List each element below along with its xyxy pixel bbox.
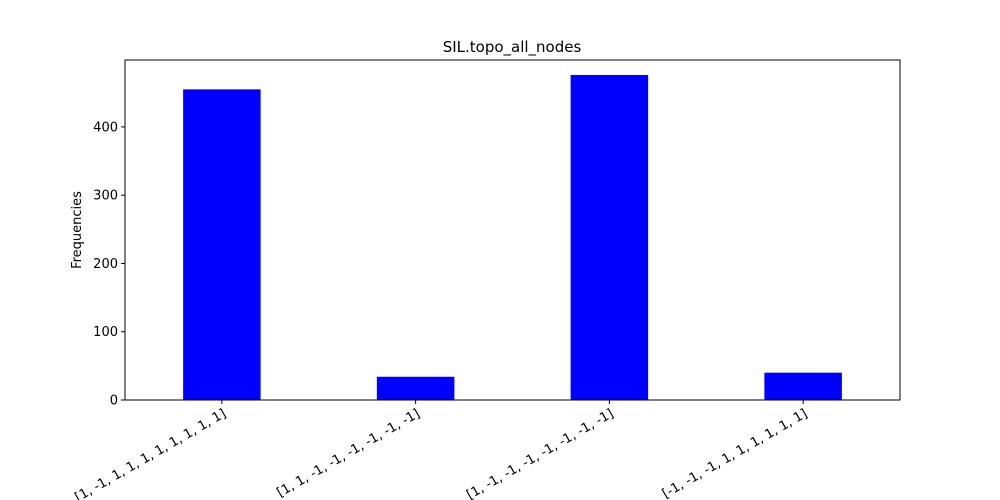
- x-tick-label: [1, -1, 1, 1, 1, 1, 1, 1, 1, 1]: [72, 406, 228, 500]
- x-tick-label: [1, 1, -1, -1, -1, -1, -1, -1]: [275, 406, 423, 500]
- y-tick-label: 0: [110, 394, 118, 409]
- y-tick-label: 300: [93, 189, 118, 204]
- plot-frame: [124, 59, 901, 401]
- y-tick-label: 200: [93, 257, 118, 272]
- chart-title: SIL.topo_all_nodes: [443, 38, 582, 57]
- y-tick-label: 100: [93, 325, 118, 340]
- x-tick-label: [1, -1, -1, -1, -1, -1, -1, -1]: [464, 406, 616, 500]
- bar-4: [764, 372, 842, 400]
- bar-1: [183, 89, 261, 401]
- y-tick-label: 400: [93, 120, 118, 135]
- bar-2: [376, 376, 455, 400]
- bar-3: [570, 75, 649, 400]
- x-tick-label: [-1, -1, -1, 1, 1, 1, 1, 1, 1]: [660, 406, 810, 500]
- y-axis-ticks: 0 100 200 300 400: [93, 120, 125, 409]
- x-axis-ticks: [1, -1, 1, 1, 1, 1, 1, 1, 1, 1] [1, 1, -1…: [72, 400, 810, 500]
- y-axis-label: Frequencies: [70, 191, 85, 269]
- bars-group: [183, 75, 842, 401]
